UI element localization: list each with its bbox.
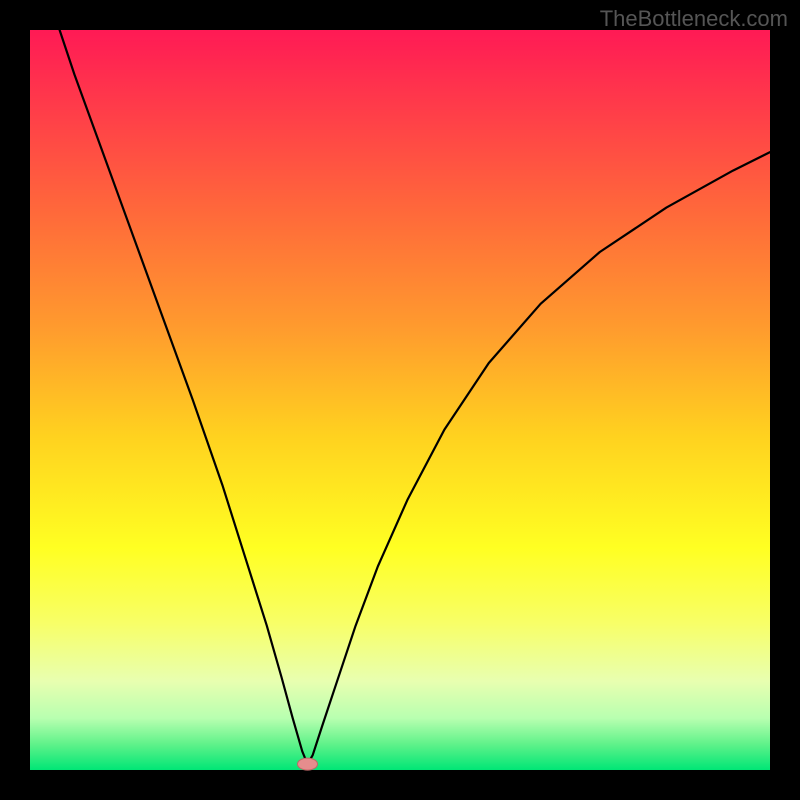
optimum-marker [298, 758, 318, 770]
bottleneck-chart [0, 0, 800, 800]
plot-area [30, 30, 770, 770]
chart-container: TheBottleneck.com [0, 0, 800, 800]
